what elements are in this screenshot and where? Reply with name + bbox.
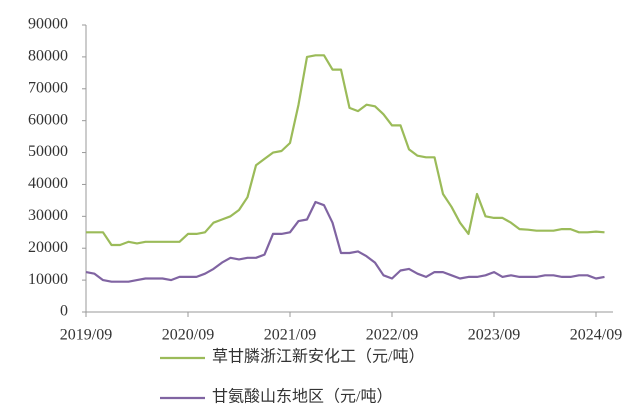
- y-tick-label: 90000: [28, 16, 68, 33]
- y-tick-label: 70000: [28, 79, 68, 96]
- y-tick-label: 60000: [28, 111, 68, 128]
- y-tick-label: 20000: [28, 239, 68, 256]
- y-tick-label: 50000: [28, 143, 68, 160]
- legend-label: 草甘膦浙江新安化工（元/吨）: [212, 348, 424, 366]
- x-tick-label: 2023/09: [468, 327, 520, 344]
- x-tick-label: 2022/09: [366, 327, 418, 344]
- y-tick-label: 10000: [28, 271, 68, 288]
- x-tick-label: 2024/09: [570, 327, 622, 344]
- x-tick-label: 2019/09: [60, 327, 112, 344]
- y-tick-label: 0: [60, 303, 68, 320]
- y-tick-label: 30000: [28, 207, 68, 224]
- series-line: [86, 54, 605, 247]
- x-tick-label: 2021/09: [264, 327, 316, 344]
- y-tick-label: 40000: [28, 175, 68, 192]
- legend-label: 甘氨酸山东地区（元/吨）: [212, 388, 392, 405]
- y-tick-label: 80000: [28, 48, 68, 65]
- x-tick-label: 2020/09: [162, 327, 214, 344]
- series-line: [85, 200, 605, 283]
